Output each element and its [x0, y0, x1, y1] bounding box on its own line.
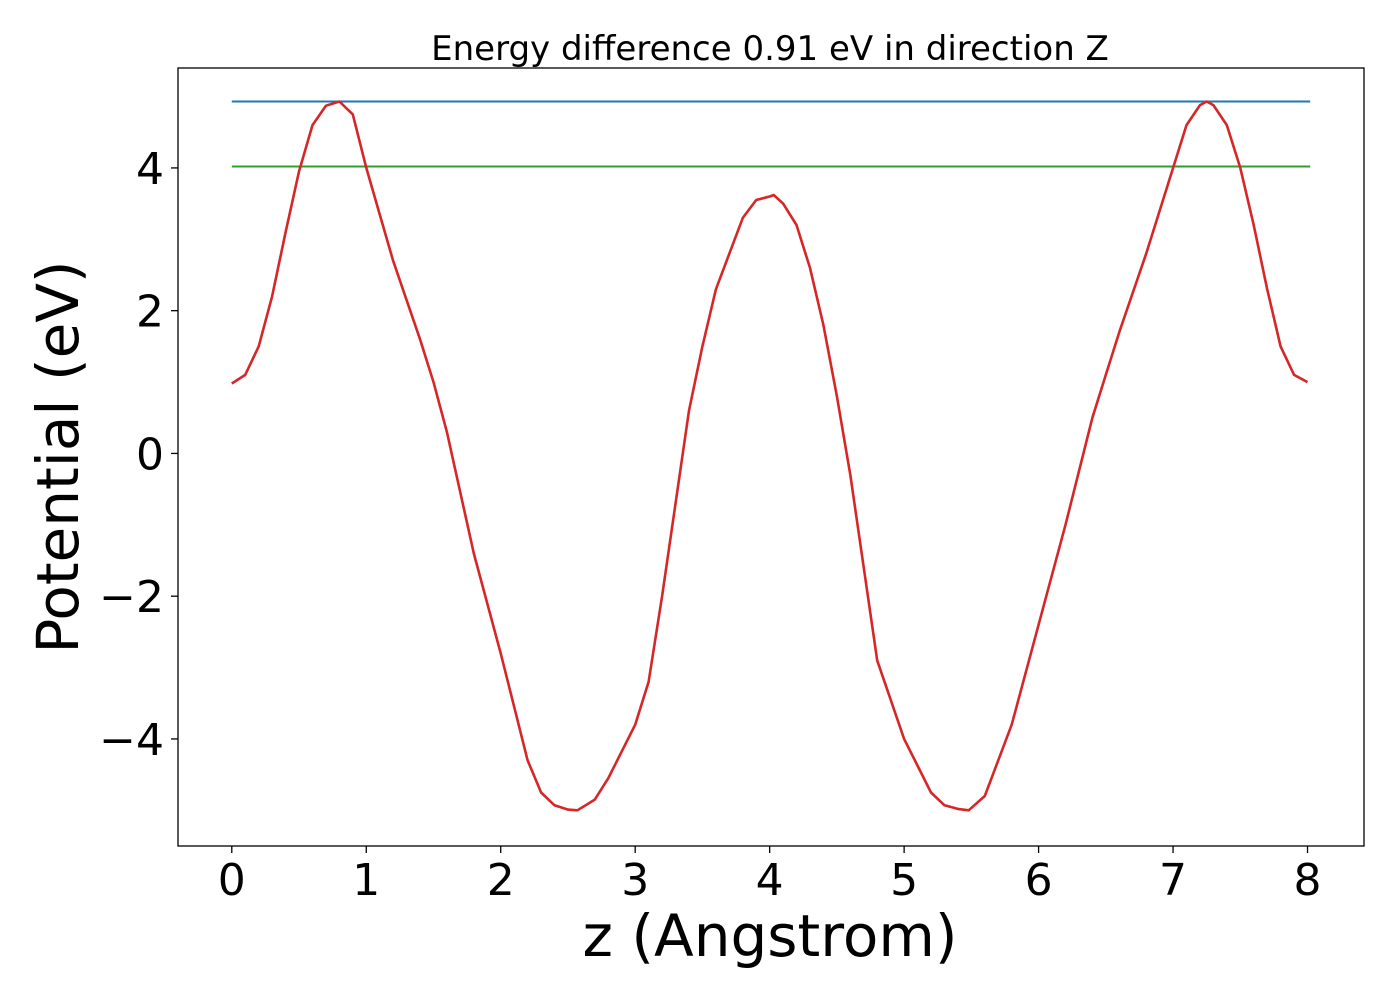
- y-tick-label: 0: [136, 429, 164, 480]
- x-axis-title: z (Angstrom): [583, 902, 958, 970]
- x-tick-label: 4: [756, 855, 784, 906]
- x-tick-label: 2: [487, 855, 515, 906]
- chart-title: Energy difference 0.91 eV in direction Z: [431, 29, 1109, 69]
- y-tick-label: −4: [99, 715, 164, 766]
- y-axis-title: Potential (eV): [24, 260, 92, 653]
- x-tick-label: 6: [1025, 855, 1053, 906]
- y-tick-label: −2: [99, 572, 164, 623]
- x-tick-label: 1: [352, 855, 380, 906]
- y-tick-label: 2: [136, 287, 164, 338]
- plot-frame: [177, 67, 1365, 847]
- x-tick-label: 3: [621, 855, 649, 906]
- x-tick-label: 0: [218, 855, 246, 906]
- plot-content: [231, 100, 1311, 812]
- x-tick-label: 7: [1159, 855, 1187, 906]
- x-tick-label: 8: [1294, 855, 1322, 906]
- x-axis-ticks: 0 1 2 3 4 5 6 7 8: [218, 846, 1322, 906]
- y-tick-label: 4: [136, 144, 164, 195]
- series-line-2: [231, 100, 1309, 812]
- x-tick-label: 5: [890, 855, 918, 906]
- y-axis-ticks: −4 −2 0 2 4: [99, 144, 178, 766]
